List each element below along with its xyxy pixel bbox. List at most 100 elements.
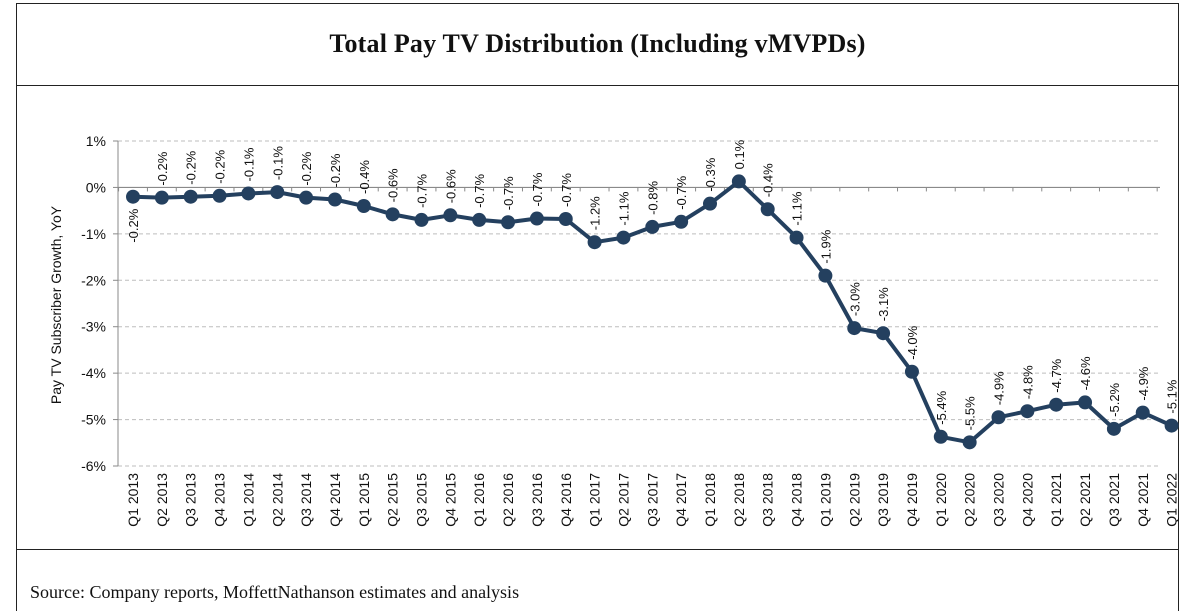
data-point bbox=[731, 174, 746, 189]
x-tick-label: Q4 2014 bbox=[327, 473, 343, 527]
data-point bbox=[904, 364, 919, 379]
x-tick-label: Q4 2017 bbox=[673, 473, 689, 527]
x-tick-label: Q4 2013 bbox=[212, 473, 228, 527]
source-note: Source: Company reports, MoffettNathanso… bbox=[30, 582, 520, 602]
x-tick-label: Q2 2017 bbox=[615, 473, 631, 527]
data-point bbox=[1020, 404, 1035, 419]
x-tick-label: Q3 2021 bbox=[1106, 473, 1122, 527]
x-tick-label: Q4 2019 bbox=[904, 473, 920, 527]
x-tick-label: Q1 2019 bbox=[817, 473, 833, 527]
data-point bbox=[356, 199, 371, 213]
data-label: -4.7% bbox=[1049, 358, 1064, 392]
x-tick-label: Q3 2017 bbox=[644, 473, 660, 527]
data-label: -0.2% bbox=[155, 151, 170, 185]
data-point bbox=[414, 212, 429, 227]
data-point bbox=[645, 219, 660, 234]
x-tick-label: Q4 2020 bbox=[1019, 473, 1035, 527]
x-tick-label: Q4 2016 bbox=[558, 473, 574, 527]
data-point bbox=[876, 326, 891, 341]
data-label: -0.8% bbox=[645, 180, 660, 214]
data-point bbox=[616, 230, 631, 245]
data-point bbox=[1106, 421, 1121, 436]
data-point bbox=[472, 212, 487, 227]
x-tick-label: Q4 2021 bbox=[1135, 473, 1151, 527]
data-point bbox=[1049, 397, 1064, 412]
x-tick-label: Q1 2014 bbox=[240, 473, 256, 527]
x-tick-label: Q3 2020 bbox=[991, 473, 1007, 527]
data-label: -4.6% bbox=[1078, 356, 1093, 390]
data-point bbox=[529, 211, 544, 226]
data-point bbox=[126, 189, 140, 204]
y-axis-label: Pay TV Subscriber Growth, YoY bbox=[48, 205, 64, 404]
data-label: -0.7% bbox=[501, 176, 516, 210]
x-tick-label: Q2 2015 bbox=[385, 473, 401, 527]
x-tick-label: Q3 2018 bbox=[760, 473, 776, 527]
data-label: -4.8% bbox=[1020, 365, 1035, 399]
data-point bbox=[1164, 418, 1179, 433]
data-label: -4.0% bbox=[905, 325, 920, 359]
x-tick-label: Q1 2018 bbox=[702, 473, 718, 527]
data-label: -1.9% bbox=[818, 229, 833, 263]
data-label: -0.1% bbox=[270, 146, 285, 180]
x-tick-label: Q2 2014 bbox=[269, 473, 285, 527]
x-tick-label: Q1 2022 bbox=[1164, 473, 1180, 527]
data-point bbox=[789, 230, 804, 245]
x-tick-label: Q1 2020 bbox=[933, 473, 949, 527]
data-label: -0.4% bbox=[357, 160, 372, 194]
y-tick-label: -3% bbox=[81, 319, 106, 335]
data-labels: -0.2% -0.2% -0.2% -0.2% -0.1% -0.1% -0.2% -0.2%… bbox=[126, 139, 1180, 430]
x-tick-label: Q2 2021 bbox=[1077, 473, 1093, 527]
x-tick-label: Q1 2016 bbox=[471, 473, 487, 527]
x-tick-label: Q2 2019 bbox=[846, 473, 862, 527]
x-tick-label: Q2 2016 bbox=[500, 473, 516, 527]
data-point bbox=[674, 214, 689, 229]
data-label: -0.2% bbox=[126, 208, 141, 242]
x-tick-label: Q3 2013 bbox=[183, 473, 199, 527]
y-tick-label: -4% bbox=[81, 365, 106, 381]
data-point bbox=[558, 212, 573, 226]
data-point bbox=[991, 410, 1006, 425]
data-label: -0.1% bbox=[241, 147, 256, 181]
x-tick-label: Q1 2015 bbox=[356, 473, 372, 527]
footer-divider bbox=[16, 549, 1179, 550]
data-label: -0.7% bbox=[559, 173, 574, 207]
x-tick-labels: Q1 2013 Q2 2013 Q3 2013 Q4 2013 Q1 2014 Q2 20… bbox=[125, 473, 1180, 527]
data-label: -0.2% bbox=[213, 149, 228, 183]
x-tick-label: Q3 2019 bbox=[875, 473, 891, 527]
data-label: -0.2% bbox=[328, 153, 343, 187]
x-tick-label: Q2 2020 bbox=[962, 473, 978, 527]
data-label: -1.1% bbox=[616, 191, 631, 225]
data-point bbox=[443, 208, 458, 223]
data-point bbox=[760, 202, 775, 217]
data-label: -4.9% bbox=[1136, 366, 1151, 400]
data-label: -0.4% bbox=[761, 163, 776, 197]
title-bar: Total Pay TV Distribution (Including vMV… bbox=[16, 3, 1179, 86]
x-tick-label: Q1 2017 bbox=[587, 473, 603, 527]
data-label: -0.7% bbox=[674, 175, 689, 209]
data-label: -5.5% bbox=[963, 396, 978, 430]
data-label: -0.7% bbox=[472, 174, 487, 208]
data-point bbox=[154, 190, 169, 205]
data-label: 0.1% bbox=[732, 139, 747, 169]
x-tick-label: Q4 2015 bbox=[442, 473, 458, 527]
data-point bbox=[703, 196, 717, 211]
data-label: -0.2% bbox=[299, 151, 314, 185]
data-point bbox=[501, 215, 516, 230]
x-tick-label: Q3 2014 bbox=[298, 473, 314, 527]
x-tick-label: Q3 2015 bbox=[414, 473, 430, 527]
data-label: -4.9% bbox=[992, 371, 1007, 405]
data-point bbox=[183, 189, 198, 204]
data-label: -0.6% bbox=[386, 168, 401, 202]
x-tick-label: Q1 2013 bbox=[125, 473, 141, 527]
data-points bbox=[126, 174, 1179, 450]
data-point bbox=[385, 207, 400, 222]
data-point bbox=[212, 188, 227, 203]
data-point bbox=[299, 190, 314, 205]
x-tick-label: Q3 2016 bbox=[529, 473, 545, 527]
data-label: -3.1% bbox=[876, 287, 891, 321]
data-label: -1.1% bbox=[790, 191, 805, 225]
y-tick-label: -1% bbox=[81, 226, 106, 242]
y-tick-label: 0% bbox=[86, 179, 106, 195]
y-tick-label: -2% bbox=[81, 272, 106, 288]
